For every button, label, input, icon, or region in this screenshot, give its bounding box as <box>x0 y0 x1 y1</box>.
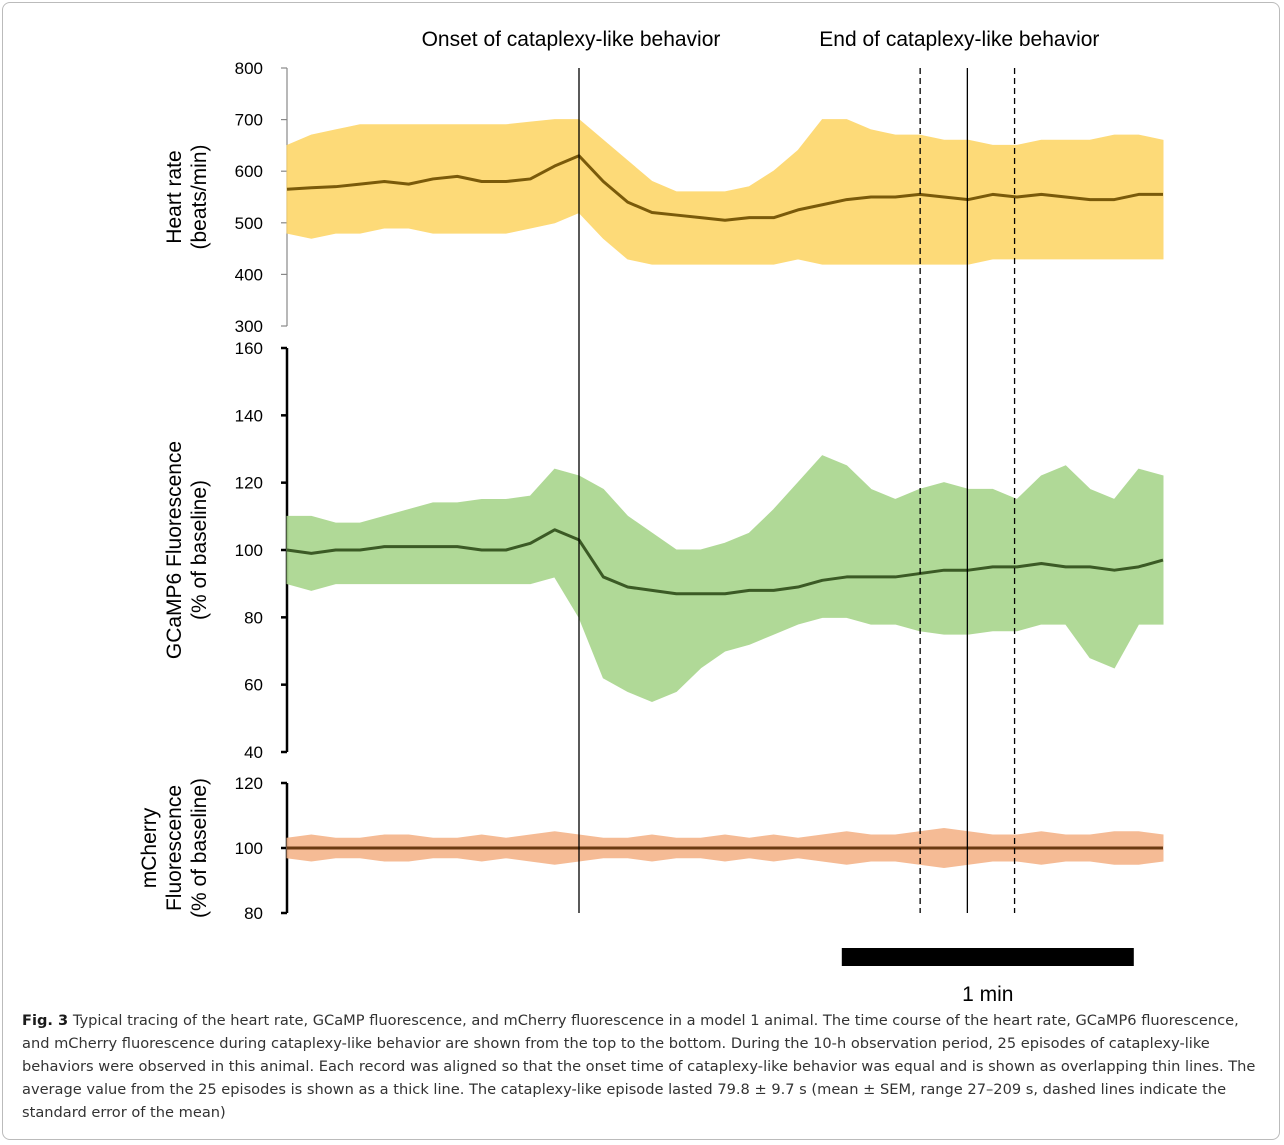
range-band <box>286 119 1164 265</box>
annotation: End of cataplexy-like behavior <box>819 28 1099 51</box>
y-tick-label: 500 <box>235 214 263 233</box>
y-tick-label: 80 <box>244 904 263 923</box>
y-tick-label: 60 <box>244 676 263 695</box>
y-tick-label: 100 <box>235 839 263 858</box>
y-tick-label: 300 <box>235 317 263 336</box>
y-tick-label: 140 <box>235 406 263 425</box>
caption: Fig. 3 Typical tracing of the heart rate… <box>22 1009 1262 1124</box>
y-axis-label: GCaMP6 Fluorescence <box>163 441 186 659</box>
y-tick-label: 40 <box>244 743 263 762</box>
annotation: Onset of cataplexy-like behavior <box>422 28 721 51</box>
y-axis-label: Fluorescence <box>163 785 186 911</box>
caption-label: Fig. 3 <box>22 1012 69 1029</box>
y-tick-label: 800 <box>235 59 263 78</box>
y-tick-label: 700 <box>235 111 263 130</box>
y-axis-label: mCherry <box>138 807 161 888</box>
y-axis-label: (% of baseline) <box>188 778 211 918</box>
figure: 300 400 500 600 700 800 Heart rate (beats/min) 4… <box>138 28 1164 1005</box>
y-tick-label: 160 <box>235 339 263 358</box>
scale-bar-label: 1 min <box>962 983 1013 1005</box>
y-tick-label: 120 <box>235 474 263 493</box>
mean-line <box>286 528 1164 596</box>
mean-line <box>286 154 1163 222</box>
y-tick-label: 120 <box>235 774 263 793</box>
caption-text: Typical tracing of the heart rate, GCaMP… <box>22 1012 1256 1121</box>
y-tick-label: 100 <box>235 541 263 560</box>
y-axis-label: (% of baseline) <box>188 480 211 620</box>
range-band <box>286 455 1164 703</box>
y-tick-label: 600 <box>235 162 263 181</box>
y-axis-label: Heart rate <box>163 150 186 243</box>
scale-bar <box>841 948 1134 966</box>
y-tick-label: 80 <box>244 608 263 627</box>
y-tick-label: 400 <box>235 265 263 284</box>
y-axis-label: (beats/min) <box>188 144 211 249</box>
